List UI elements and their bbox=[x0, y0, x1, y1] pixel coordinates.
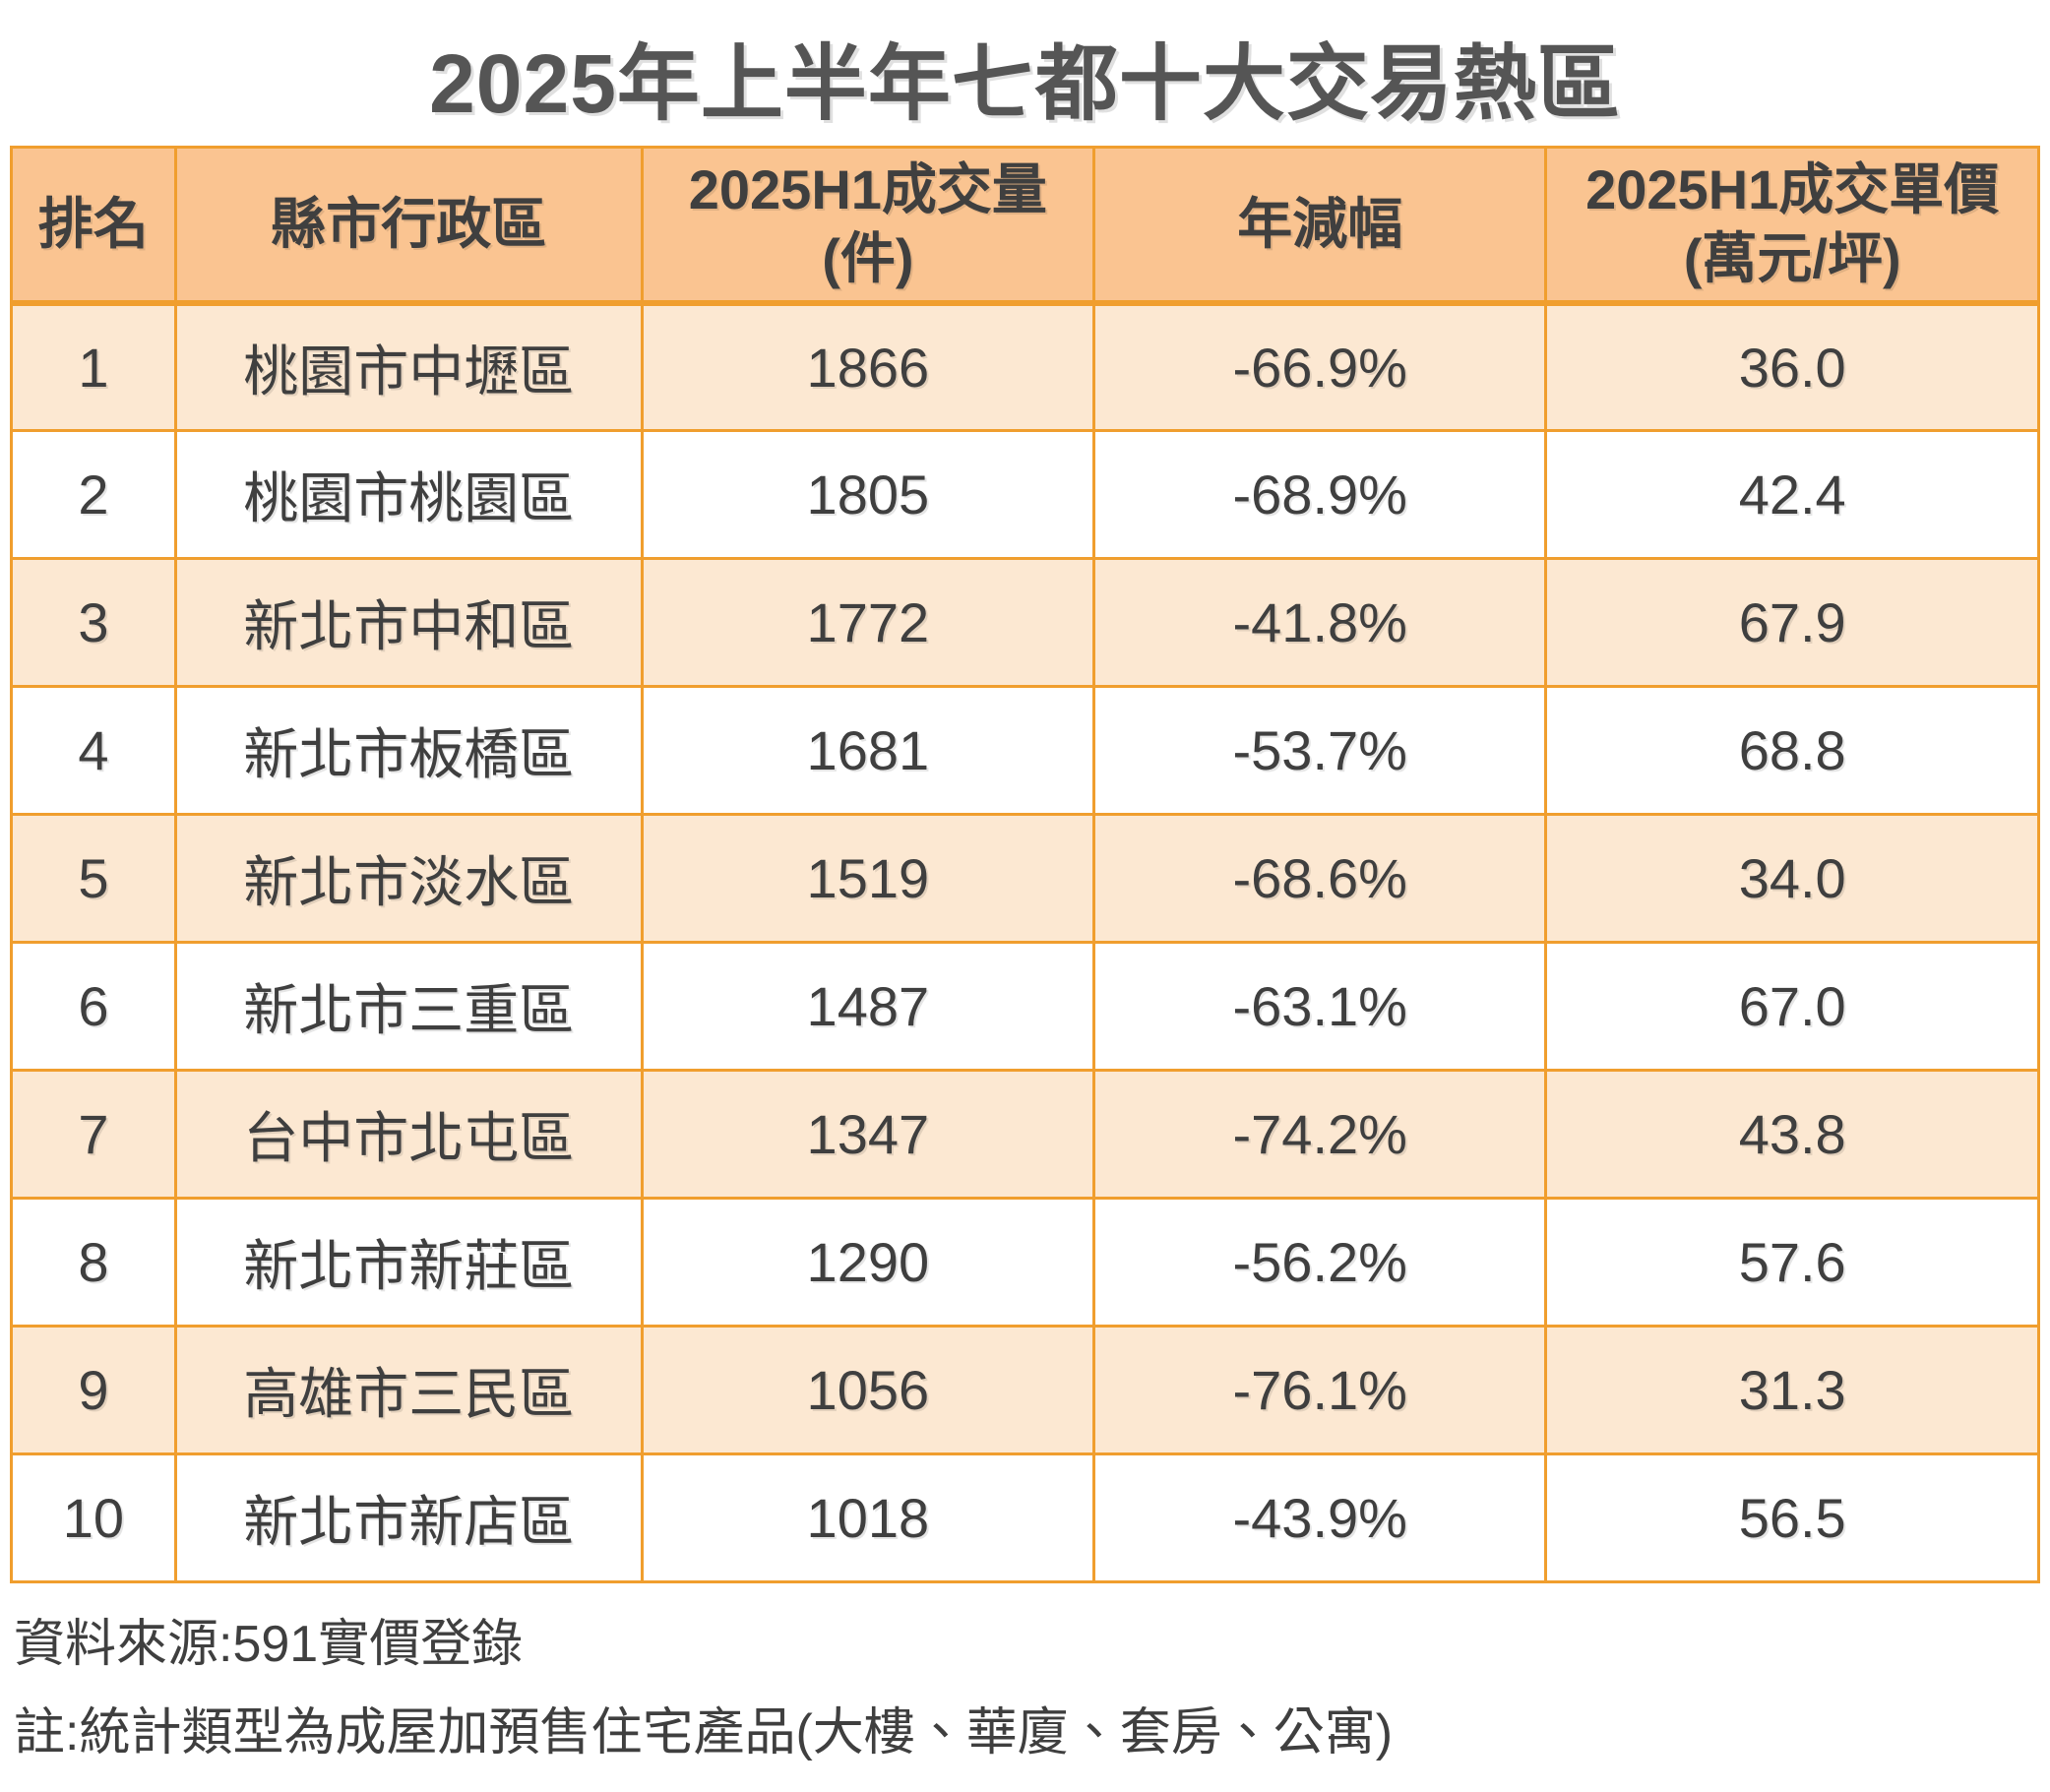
cell-price: 67.9 bbox=[1544, 557, 2040, 688]
cell-yoy: -74.2% bbox=[1092, 1069, 1548, 1200]
cell-district: 新北市三重區 bbox=[173, 941, 644, 1072]
table-row: 3 新北市中和區 1772 -41.8% 67.9 bbox=[10, 557, 2040, 688]
cell-price: 34.0 bbox=[1544, 813, 2040, 944]
cell-yoy: -66.9% bbox=[1092, 301, 1548, 432]
table-row: 2 桃園市桃園區 1805 -68.9% 42.4 bbox=[10, 429, 2040, 560]
cell-price: 36.0 bbox=[1544, 301, 2040, 432]
cell-volume: 1866 bbox=[640, 301, 1096, 432]
cell-price: 68.8 bbox=[1544, 685, 2040, 816]
cell-district: 新北市板橋區 bbox=[173, 685, 644, 816]
cell-yoy: -68.9% bbox=[1092, 429, 1548, 560]
table-row: 9 高雄市三民區 1056 -76.1% 31.3 bbox=[10, 1325, 2040, 1455]
cell-rank: 6 bbox=[10, 941, 177, 1072]
cell-rank: 3 bbox=[10, 557, 177, 688]
cell-price: 42.4 bbox=[1544, 429, 2040, 560]
table-row: 10 新北市新店區 1018 -43.9% 56.5 bbox=[10, 1452, 2040, 1583]
footer-notes: 資料來源:591實價登錄 註:統計類型為成屋加預售住宅產品(大樓、華廈、套房、公… bbox=[14, 1600, 1393, 1777]
cell-volume: 1487 bbox=[640, 941, 1096, 1072]
cell-district: 台中市北屯區 bbox=[173, 1069, 644, 1200]
column-header-volume: 2025H1成交量 (件) bbox=[640, 146, 1096, 306]
cell-rank: 8 bbox=[10, 1197, 177, 1328]
table-row: 1 桃園市中壢區 1866 -66.9% 36.0 bbox=[10, 301, 2040, 432]
cell-rank: 2 bbox=[10, 429, 177, 560]
cell-price: 57.6 bbox=[1544, 1197, 2040, 1328]
cell-volume: 1056 bbox=[640, 1325, 1096, 1455]
cell-district: 新北市新店區 bbox=[173, 1452, 644, 1583]
cell-rank: 1 bbox=[10, 301, 177, 432]
table-row: 4 新北市板橋區 1681 -53.7% 68.8 bbox=[10, 685, 2040, 816]
cell-volume: 1805 bbox=[640, 429, 1096, 560]
cell-yoy: -43.9% bbox=[1092, 1452, 1548, 1583]
cell-district: 高雄市三民區 bbox=[173, 1325, 644, 1455]
cell-district: 新北市中和區 bbox=[173, 557, 644, 688]
cell-volume: 1347 bbox=[640, 1069, 1096, 1200]
cell-rank: 7 bbox=[10, 1069, 177, 1200]
column-header-district: 縣市行政區 bbox=[173, 146, 644, 306]
table-row: 5 新北市淡水區 1519 -68.6% 34.0 bbox=[10, 813, 2040, 944]
cell-yoy: -76.1% bbox=[1092, 1325, 1548, 1455]
cell-price: 31.3 bbox=[1544, 1325, 2040, 1455]
cell-yoy: -63.1% bbox=[1092, 941, 1548, 1072]
cell-yoy: -41.8% bbox=[1092, 557, 1548, 688]
cell-yoy: -68.6% bbox=[1092, 813, 1548, 944]
cell-rank: 10 bbox=[10, 1452, 177, 1583]
cell-price: 67.0 bbox=[1544, 941, 2040, 1072]
cell-rank: 9 bbox=[10, 1325, 177, 1455]
cell-district: 新北市淡水區 bbox=[173, 813, 644, 944]
cell-yoy: -56.2% bbox=[1092, 1197, 1548, 1328]
cell-district: 桃園市中壢區 bbox=[173, 301, 644, 432]
page-title: 2025年上半年七都十大交易熱區 bbox=[429, 37, 1621, 130]
cell-volume: 1519 bbox=[640, 813, 1096, 944]
column-header-rank: 排名 bbox=[10, 146, 177, 306]
column-header-yoy: 年減幅 bbox=[1092, 146, 1548, 306]
cell-rank: 4 bbox=[10, 685, 177, 816]
cell-volume: 1018 bbox=[640, 1452, 1096, 1583]
cell-yoy: -53.7% bbox=[1092, 685, 1548, 816]
cell-volume: 1681 bbox=[640, 685, 1096, 816]
cell-district: 桃園市桃園區 bbox=[173, 429, 644, 560]
data-source-note: 資料來源:591實價登錄 bbox=[14, 1616, 524, 1673]
cell-volume: 1290 bbox=[640, 1197, 1096, 1328]
statistics-type-note: 註:統計類型為成屋加預售住宅產品(大樓、華廈、套房、公寓) bbox=[14, 1704, 1394, 1761]
cell-price: 56.5 bbox=[1544, 1452, 2040, 1583]
cell-volume: 1772 bbox=[640, 557, 1096, 688]
column-header-price: 2025H1成交單價 (萬元/坪) bbox=[1544, 146, 2040, 306]
cell-district: 新北市新莊區 bbox=[173, 1197, 644, 1328]
table-row: 7 台中市北屯區 1347 -74.2% 43.8 bbox=[10, 1069, 2040, 1200]
table-header-row: 排名 縣市行政區 2025H1成交量 (件) 年減幅 2025H1成交單價 (萬… bbox=[10, 146, 2040, 306]
hot-districts-table: 排名 縣市行政區 2025H1成交量 (件) 年減幅 2025H1成交單價 (萬… bbox=[10, 146, 2040, 1583]
table-row: 6 新北市三重區 1487 -63.1% 67.0 bbox=[10, 941, 2040, 1072]
table-row: 8 新北市新莊區 1290 -56.2% 57.6 bbox=[10, 1197, 2040, 1328]
cell-price: 43.8 bbox=[1544, 1069, 2040, 1200]
cell-rank: 5 bbox=[10, 813, 177, 944]
